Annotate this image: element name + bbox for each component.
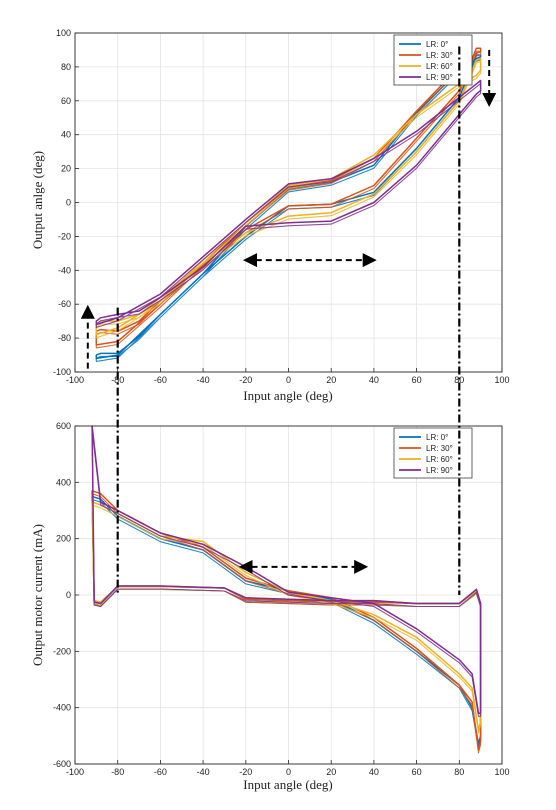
top-chart-legend-label: LR: 60°	[426, 62, 453, 71]
bottom-chart-xlabel: Input angle (deg)	[243, 777, 333, 792]
top-chart-series-line-2-b	[95, 60, 482, 339]
bottom-chart-xtick-label: 60	[412, 767, 422, 777]
bottom-chart-ytick-label: 600	[56, 421, 71, 431]
bottom-chart-ytick-label: -600	[53, 759, 71, 769]
bottom-chart-xtick-label: -20	[239, 767, 252, 777]
bottom-chart-series-line-1	[91, 490, 482, 751]
bottom-chart-series-line-3	[91, 425, 482, 715]
top-chart-ytick-label: 80	[61, 62, 71, 72]
bottom-chart-legend-label: LR: 30°	[426, 444, 453, 453]
top-chart-ytick-label: 20	[61, 164, 71, 174]
bottom-chart-xtick-label: -100	[66, 767, 84, 777]
bottom-chart: -100 -80 -60 -40 -20 0 20 40 60 80 100-600-400-200…	[53, 421, 510, 777]
top-chart-ytick-label: -40	[58, 265, 71, 275]
bottom-chart-ylabel: Output motor current (mA)	[30, 524, 45, 666]
bottom-chart-ytick-label: 0	[66, 590, 71, 600]
top-chart-xtick-label: 100	[494, 375, 509, 385]
bottom-chart-legend-label: LR: 0°	[426, 433, 448, 442]
top-chart-ytick-label: -60	[58, 299, 71, 309]
top-chart-xtick-label: -40	[197, 375, 210, 385]
bottom-chart-xtick-label: -60	[154, 767, 167, 777]
bottom-chart-xtick-label: 0	[286, 767, 291, 777]
top-chart-legend-label: LR: 90°	[426, 73, 453, 82]
bottom-chart-xtick-label: 80	[454, 767, 464, 777]
bottom-chart-series-line-1-b	[91, 493, 482, 754]
top-chart-xtick-label: -80	[111, 375, 124, 385]
top-chart-axes-box	[74, 32, 503, 373]
top-chart-xtick-label: -60	[154, 375, 167, 385]
top-chart-ytick-label: 60	[61, 96, 71, 106]
top-chart-xtick-label: -20	[239, 375, 252, 385]
bottom-chart-legend-label: LR: 90°	[426, 466, 453, 475]
top-chart-ytick-label: -100	[53, 367, 71, 377]
top-chart-ytick-label: -20	[58, 231, 71, 241]
top-chart-xtick-label: 40	[369, 375, 379, 385]
bottom-chart-ytick-label: -200	[53, 646, 71, 656]
bottom-chart-ytick-label: 400	[56, 477, 71, 487]
bottom-chart-xtick-label: 20	[326, 767, 336, 777]
top-chart-xtick-label: -100	[66, 375, 84, 385]
top-chart-ylabel: Output anlge (deg)	[30, 151, 45, 249]
bottom-chart-ytick-label: -400	[53, 703, 71, 713]
reference-overlay	[80, 46, 497, 595]
top-chart-xlabel: Input angle (deg)	[243, 388, 333, 403]
bottom-chart-legend-label: LR: 60°	[426, 455, 453, 464]
top-chart-ytick-label: 40	[61, 130, 71, 140]
bottom-chart-series-line-0-b	[91, 498, 482, 748]
bottom-chart-xtick-label: -40	[197, 767, 210, 777]
top-chart-xtick-label: 60	[412, 375, 422, 385]
top-chart-legend-label: LR: 30°	[426, 51, 453, 60]
top-chart-ytick-label: 0	[66, 198, 71, 208]
top-chart: -100 -80 -60 -40 -20 0 20 40 60 80 100 -100 -80 -60 -4…	[53, 28, 510, 385]
bottom-chart-series-line-2-b	[91, 504, 482, 734]
top-chart-series-line-2	[95, 57, 482, 336]
bottom-chart-ytick-label: 200	[56, 534, 71, 544]
top-chart-xtick-label: 20	[326, 375, 336, 385]
top-chart-series-line-3-b	[95, 82, 482, 329]
top-chart-ytick-label: 100	[56, 28, 71, 38]
bottom-chart-axes-box	[74, 425, 503, 765]
bottom-chart-xtick-label: -80	[111, 767, 124, 777]
top-chart-legend-label: LR: 0°	[426, 40, 448, 49]
bottom-chart-xtick-label: 40	[369, 767, 379, 777]
top-chart-ytick-label: -80	[58, 333, 71, 343]
top-chart-xtick-label: 80	[454, 375, 464, 385]
top-chart-xtick-label: 0	[286, 375, 291, 385]
bottom-chart-series-line-3-b	[91, 428, 482, 717]
top-chart-series-line-3	[95, 79, 482, 326]
bottom-chart-xtick-label: 100	[494, 767, 509, 777]
